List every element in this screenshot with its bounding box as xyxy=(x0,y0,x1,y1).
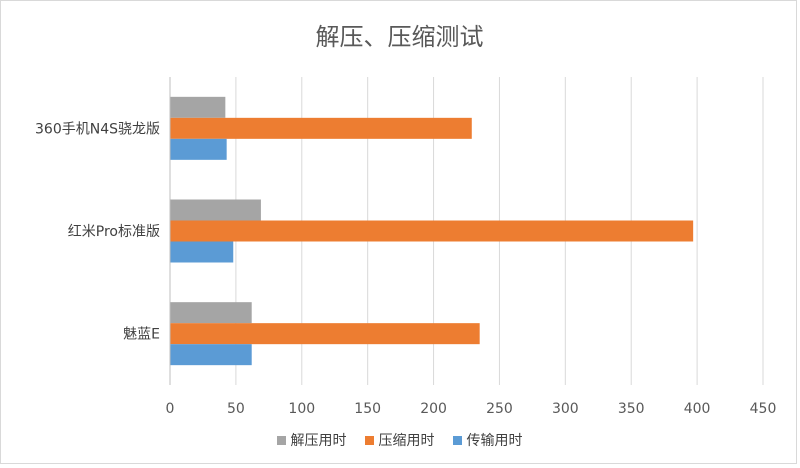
bar-transfer xyxy=(170,344,252,366)
y-category-label: 红米Pro标准版 xyxy=(68,224,160,240)
x-tick-label: 300 xyxy=(552,401,579,417)
bar-compress xyxy=(170,220,694,242)
x-tick-label: 450 xyxy=(750,401,777,417)
x-tick-label: 350 xyxy=(618,401,645,417)
x-tick-label: 0 xyxy=(166,401,175,417)
chart-title: 解压、压缩测试 xyxy=(315,23,484,51)
chart-legend: 解压用时 压缩用时 传输用时 xyxy=(1,430,798,450)
legend-swatch-compress xyxy=(364,435,374,445)
x-tick-label: 50 xyxy=(227,401,245,417)
legend-swatch-decompress xyxy=(276,435,286,445)
bar-transfer xyxy=(170,241,234,263)
y-category-label: 360手机N4S骁龙版 xyxy=(35,121,160,137)
x-tick-label: 200 xyxy=(420,401,447,417)
legend-item-decompress: 解压用时 xyxy=(276,430,347,450)
y-category-label: 魅蓝E xyxy=(123,327,160,343)
x-tick-label: 150 xyxy=(354,401,381,417)
bar-transfer xyxy=(170,138,227,160)
legend-label-transfer: 传输用时 xyxy=(466,433,523,449)
bar-decompress xyxy=(170,96,226,118)
x-tick-label: 100 xyxy=(288,401,315,417)
legend-item-transfer: 传输用时 xyxy=(452,430,523,450)
x-tick-label: 250 xyxy=(486,401,513,417)
bar-decompress xyxy=(170,302,252,324)
legend-swatch-transfer xyxy=(452,435,462,445)
legend-item-compress: 压缩用时 xyxy=(364,430,435,450)
bar-decompress xyxy=(170,199,261,221)
legend-label-compress: 压缩用时 xyxy=(378,433,435,449)
legend-label-decompress: 解压用时 xyxy=(290,433,347,449)
bar-compress xyxy=(170,117,472,139)
x-tick-label: 400 xyxy=(684,401,711,417)
bar-compress xyxy=(170,323,480,345)
